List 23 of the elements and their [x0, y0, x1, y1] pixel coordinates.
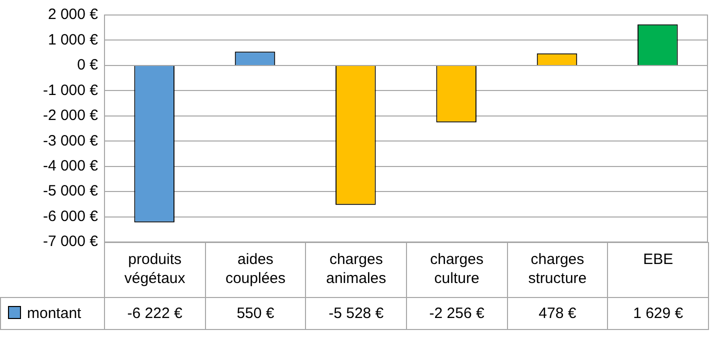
x-tick-label: EBE [608, 242, 708, 298]
data-label: -2 256 € [406, 298, 508, 330]
x-tick-label: aides couplées [205, 242, 306, 298]
y-tick-label: -5 000 € [42, 182, 99, 200]
y-tick-label: -7 000 € [42, 233, 99, 250]
data-label: -5 528 € [306, 298, 406, 330]
data-label: 478 € [507, 298, 608, 330]
y-tick-label: 0 € [77, 56, 99, 74]
y-tick-label: -4 000 € [42, 157, 99, 174]
data-label: 1 629 € [608, 298, 708, 330]
data-label: 550 € [205, 298, 306, 330]
y-tick-label: -6 000 € [42, 208, 99, 225]
y-tick-label: -2 000 € [42, 107, 99, 124]
y-tick-label: -3 000 € [42, 132, 99, 150]
y-tick-label: 2 000 € [48, 6, 99, 24]
y-tick-label: -1 000 € [42, 82, 99, 99]
data-label: -6 222 € [104, 298, 206, 330]
legend-label: montant [0, 298, 104, 330]
x-tick-label: charges culture [406, 242, 508, 298]
x-tick-label: produits végétaux [104, 242, 206, 298]
x-tick-label: charges animales [306, 242, 406, 298]
y-tick-label: 1 000 € [48, 31, 99, 48]
x-tick-label: charges structure [507, 242, 608, 298]
